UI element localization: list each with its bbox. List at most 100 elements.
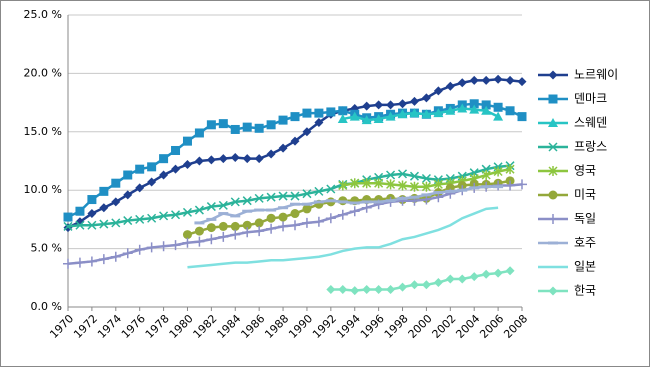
marker [548, 70, 558, 80]
marker [159, 154, 169, 164]
marker [326, 184, 336, 194]
marker [433, 108, 444, 118]
marker [397, 180, 408, 191]
marker [254, 193, 264, 203]
legend-label: 영국 [574, 164, 596, 178]
marker [147, 177, 157, 187]
marker [548, 166, 558, 176]
marker [278, 212, 288, 222]
marker [457, 103, 468, 113]
marker [87, 209, 97, 219]
marker [302, 189, 312, 199]
marker [242, 122, 252, 132]
marker [445, 105, 456, 115]
marker [266, 149, 276, 159]
marker [493, 102, 503, 112]
marker [517, 179, 527, 190]
marker [266, 213, 276, 223]
marker [87, 195, 97, 205]
marker [548, 214, 558, 224]
marker [242, 227, 253, 238]
marker [278, 191, 288, 201]
marker [194, 236, 205, 247]
marker [302, 204, 312, 214]
marker [171, 145, 181, 155]
marker [338, 284, 348, 294]
marker [135, 214, 145, 224]
marker [278, 221, 289, 232]
marker [457, 78, 467, 88]
marker [254, 123, 264, 133]
marker [63, 221, 73, 231]
marker [134, 244, 145, 255]
legend-label: 프랑스 [574, 140, 607, 154]
marker [548, 94, 558, 104]
marker [398, 282, 408, 292]
marker [135, 183, 145, 193]
marker [111, 178, 121, 188]
marker [242, 220, 252, 230]
marker [350, 178, 360, 189]
marker [146, 242, 157, 253]
marker [266, 120, 276, 130]
marker [361, 115, 372, 125]
marker [230, 152, 240, 162]
marker [505, 180, 516, 191]
marker [337, 209, 348, 220]
marker [445, 81, 455, 91]
marker [469, 272, 479, 282]
marker [493, 166, 503, 177]
series-line [330, 269, 511, 292]
marker [182, 207, 193, 217]
marker [87, 220, 97, 230]
marker [99, 203, 109, 213]
marker [194, 205, 204, 215]
marker [206, 120, 216, 130]
y-tick-label: 20.0 % [24, 66, 62, 79]
marker [361, 202, 372, 213]
marker [517, 77, 527, 87]
marker [123, 190, 133, 200]
marker [314, 108, 324, 118]
marker [290, 209, 300, 219]
marker [182, 237, 193, 248]
marker [314, 117, 324, 127]
marker [481, 170, 491, 181]
marker [386, 179, 396, 190]
marker [218, 231, 229, 242]
marker [194, 128, 204, 138]
marker [230, 229, 241, 240]
marker [397, 169, 408, 179]
marker [433, 179, 443, 190]
legend-label: 미국 [574, 188, 596, 202]
marker [397, 109, 408, 119]
marker [385, 111, 396, 121]
marker [433, 277, 443, 287]
marker [548, 286, 558, 296]
marker [122, 248, 133, 259]
marker [159, 211, 169, 221]
marker [421, 173, 431, 184]
marker [63, 212, 73, 222]
series-line [67, 164, 511, 228]
marker [147, 162, 157, 172]
marker [170, 240, 181, 251]
marker [110, 251, 121, 262]
y-tick-label: 0.0 % [31, 300, 62, 313]
marker [374, 100, 384, 110]
marker [206, 202, 216, 212]
marker [206, 234, 217, 245]
marker [398, 99, 408, 109]
marker [457, 274, 467, 284]
marker [254, 218, 264, 228]
marker [481, 100, 491, 110]
marker [206, 223, 216, 233]
marker [171, 164, 181, 174]
marker [230, 124, 240, 134]
marker [230, 197, 240, 207]
marker [326, 284, 336, 294]
marker [86, 256, 97, 267]
legend-label: 한국 [574, 284, 596, 298]
marker [481, 105, 492, 115]
